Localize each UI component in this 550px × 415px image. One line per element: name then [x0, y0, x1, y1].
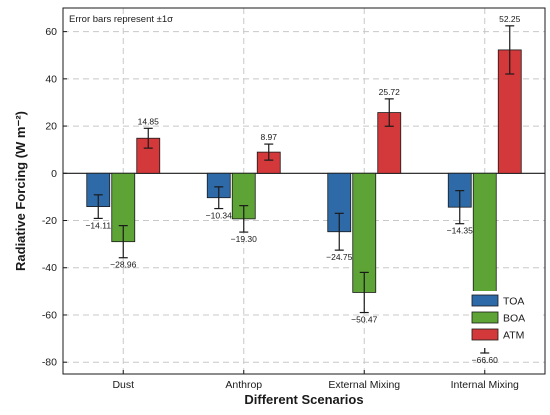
data-label: −66.60 — [472, 355, 499, 365]
y-axis-ticks: -80 -60 -40 -20 0 20 40 60 — [42, 26, 67, 369]
data-label: −19.30 — [231, 234, 258, 244]
data-label: 8.97 — [260, 132, 277, 142]
legend-label-boa: BOA — [503, 313, 525, 325]
data-label: −50.47 — [351, 315, 378, 325]
y-axis-title: Radiative Forcing (W m⁻²) — [13, 111, 28, 271]
x-tick-label: Anthrop — [225, 379, 262, 391]
data-label: 14.85 — [138, 116, 160, 126]
x-tick-label: Dust — [112, 379, 134, 391]
y-tick-label: 0 — [51, 168, 57, 180]
data-label: −24.75 — [326, 252, 353, 262]
y-tick-label: 20 — [45, 121, 57, 133]
legend-swatch-toa — [471, 294, 499, 307]
data-label: −14.11 — [85, 220, 111, 230]
x-axis-title: Different Scenarios — [244, 392, 363, 407]
x-axis-ticks: Dust Anthrop External Mixing Internal Mixin… — [112, 370, 519, 391]
bars — [86, 49, 522, 331]
y-tick-label: -40 — [42, 262, 57, 274]
data-label: −10.34 — [206, 211, 233, 221]
y-tick-label: 40 — [45, 73, 57, 85]
y-tick-label: -80 — [42, 357, 57, 369]
y-tick-label: -60 — [42, 309, 57, 321]
y-tick-label: 60 — [45, 26, 57, 38]
data-label: −28.96 — [110, 260, 137, 270]
x-tick-label: Internal Mixing — [451, 379, 519, 391]
data-label: 25.72 — [379, 87, 401, 97]
data-label: 52.25 — [499, 14, 521, 24]
plot-frame — [62, 7, 546, 375]
data-label: −14.35 — [447, 226, 474, 236]
error-bar-note: Error bars represent ±1σ — [69, 14, 173, 25]
legend-label-atm: ATM — [503, 330, 524, 342]
legend-label-toa: TOA — [503, 296, 524, 308]
legend-swatch-boa — [471, 311, 499, 324]
y-tick-label: -20 — [42, 215, 57, 227]
legend: TOA BOA ATM — [470, 291, 540, 348]
data-labels: −14.11 −10.34 −24.75 −14.35 −28.96 −19.30 −50.… — [85, 14, 520, 365]
legend-swatch-atm — [471, 328, 499, 341]
x-tick-label: External Mixing — [328, 379, 400, 391]
